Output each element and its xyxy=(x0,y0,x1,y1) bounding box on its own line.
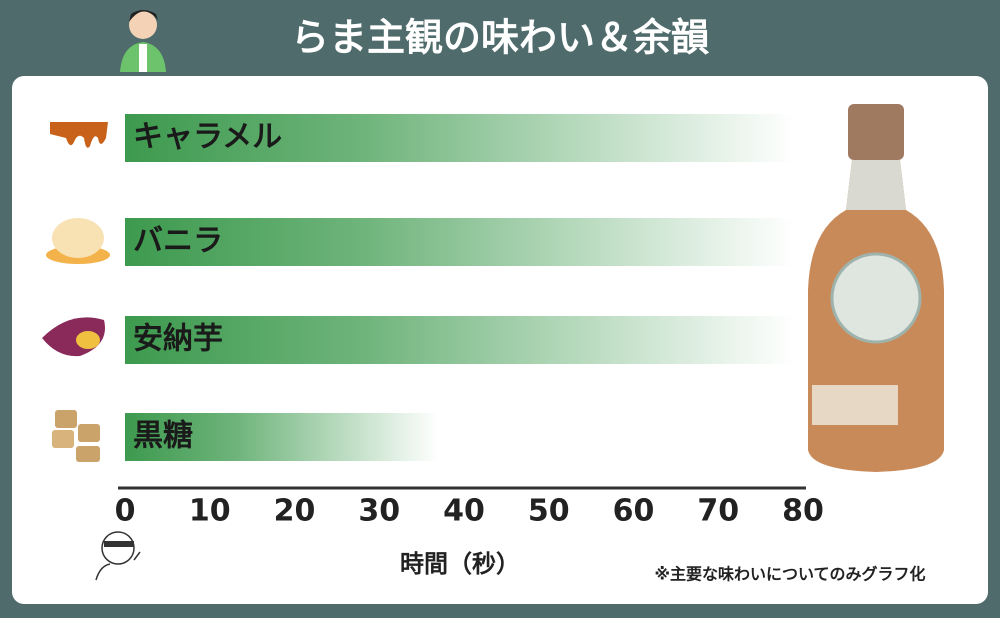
vanilla-icon xyxy=(46,218,110,264)
footnote: ※主要な味わいについてのみグラフ化 xyxy=(654,565,925,584)
brown-sugar-icon xyxy=(52,410,100,462)
x-tick-label: 0 xyxy=(115,494,136,529)
x-tick-label: 40 xyxy=(443,494,485,529)
bar xyxy=(125,114,795,162)
bar xyxy=(125,218,795,266)
x-tick-label: 10 xyxy=(189,494,231,529)
x-tick-label: 20 xyxy=(274,494,316,529)
caramel-icon xyxy=(50,122,108,148)
thinker-icon xyxy=(95,531,141,581)
chart-title: らま主観の味わい＆余韻 xyxy=(291,16,710,60)
sweet-potato-icon xyxy=(42,317,105,357)
bar xyxy=(125,316,795,364)
x-tick-label: 50 xyxy=(528,494,570,529)
category-label: キャラメル xyxy=(133,120,282,155)
x-tick-label: 80 xyxy=(782,494,824,529)
category-label: 黒糖 xyxy=(133,419,193,454)
x-tick-label: 60 xyxy=(613,494,655,529)
x-axis-label: 時間（秒） xyxy=(400,550,520,578)
bottle-image xyxy=(808,104,944,472)
x-tick-label: 70 xyxy=(697,494,739,529)
presenter-icon xyxy=(120,10,166,72)
x-tick-label: 30 xyxy=(358,494,400,529)
category-label: バニラ xyxy=(133,224,223,259)
bar xyxy=(125,413,439,461)
category-label: 安納芋 xyxy=(133,322,223,357)
